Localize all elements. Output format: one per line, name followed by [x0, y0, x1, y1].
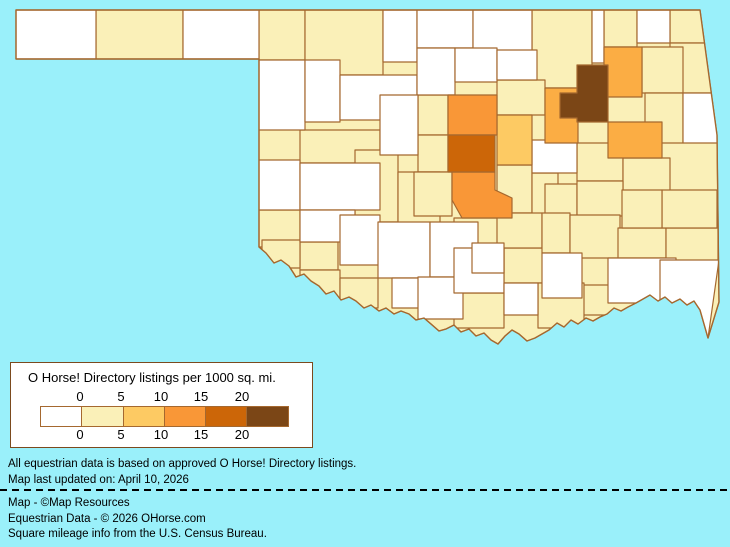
credits: Map - ©Map Resources Equestrian Data - ©… — [8, 496, 267, 543]
county-pittsburg — [569, 214, 621, 259]
county-mcintosh — [576, 180, 624, 217]
county-atoka — [541, 252, 583, 299]
county-oklahoma — [447, 134, 496, 173]
legend-swatch-1 — [81, 406, 124, 427]
county-tulsa — [559, 64, 609, 123]
credit-map: Map - ©Map Resources — [8, 497, 130, 509]
county-alfalfa — [382, 10, 418, 63]
credit-equestrian-data: Equestrian Data - © 2026 OHorse.com — [8, 512, 206, 525]
county-cimarron — [16, 10, 97, 60]
county-jackson — [299, 269, 341, 299]
county-haskell — [621, 189, 663, 229]
county-cleveland — [451, 171, 513, 219]
county-craig — [636, 10, 671, 44]
county-canadian — [417, 134, 449, 173]
county-wagoner — [607, 121, 663, 159]
legend-bottom-label-20: 20 — [234, 427, 250, 442]
county-logan — [447, 94, 498, 136]
county-kingfisher — [417, 94, 449, 136]
credit-square-mileage: Square mileage info from the U.S. Census… — [8, 528, 267, 540]
county-marshall — [503, 282, 539, 316]
county-texas — [95, 10, 184, 60]
legend-box: O Horse! Directory listings per 1000 sq.… — [10, 362, 313, 448]
county-grant — [416, 10, 474, 49]
legend-swatch-2 — [122, 406, 165, 427]
legend-bottom-label-5: 5 — [117, 427, 125, 442]
county-blaine — [379, 94, 419, 156]
county-kiowa — [339, 214, 381, 266]
legend-swatch-4 — [205, 406, 248, 427]
county-latimer — [617, 227, 667, 259]
legend-swatch-3 — [163, 406, 207, 427]
county-mayes — [641, 46, 684, 94]
county-custer — [299, 162, 381, 211]
county-muskogee — [622, 157, 671, 195]
county-mcclain — [413, 171, 453, 217]
county-pawnee — [496, 49, 538, 81]
legend-bottom-label-10: 10 — [153, 427, 169, 442]
county-okfuskee — [531, 139, 578, 174]
legend-bottom-label-15: 15 — [193, 427, 209, 442]
legend-top-label-0: 0 — [76, 389, 84, 404]
legend-top-label-20: 20 — [234, 389, 250, 404]
county-comanche — [377, 221, 431, 279]
county-greer — [299, 241, 339, 271]
county-sequoyah — [661, 189, 718, 229]
county-beaver — [182, 10, 260, 60]
county-johnston — [503, 247, 547, 284]
note-last-updated: Map last updated on: April 10, 2026 — [8, 473, 189, 486]
legend-top-label-10: 10 — [153, 389, 169, 404]
county-washington — [591, 10, 605, 64]
county-harper — [258, 10, 306, 61]
county-rogers — [603, 46, 643, 98]
legend-bottom-label-0: 0 — [76, 427, 84, 442]
county-murray — [471, 242, 505, 274]
county-harmon — [261, 239, 301, 269]
legend-top-label-15: 15 — [193, 389, 209, 404]
county-payne — [496, 79, 546, 116]
state-outline — [15, 9, 720, 345]
county-layer — [16, 10, 719, 339]
county-nowata — [603, 10, 638, 48]
county-woodward — [304, 59, 341, 123]
data-notes: All equestrian data is based on approved… — [8, 457, 356, 488]
legend-swatch-5 — [246, 406, 289, 427]
county-adair — [682, 92, 719, 144]
legend-top-label-5: 5 — [117, 389, 125, 404]
county-coal — [541, 212, 571, 254]
county-garfield — [416, 47, 456, 96]
legend-title: O Horse! Directory listings per 1000 sq.… — [28, 370, 276, 385]
county-roger-mills — [258, 159, 301, 211]
county-lincoln — [496, 114, 533, 166]
legend-color-ramp — [40, 406, 289, 427]
county-pontotoc — [496, 212, 543, 249]
county-mccurtain — [659, 259, 719, 339]
county-noble — [454, 47, 498, 83]
county-ellis — [258, 59, 306, 131]
dashed-divider — [0, 489, 730, 491]
legend-swatch-0 — [40, 406, 83, 427]
note-data-source: All equestrian data is based on approved… — [8, 458, 357, 470]
